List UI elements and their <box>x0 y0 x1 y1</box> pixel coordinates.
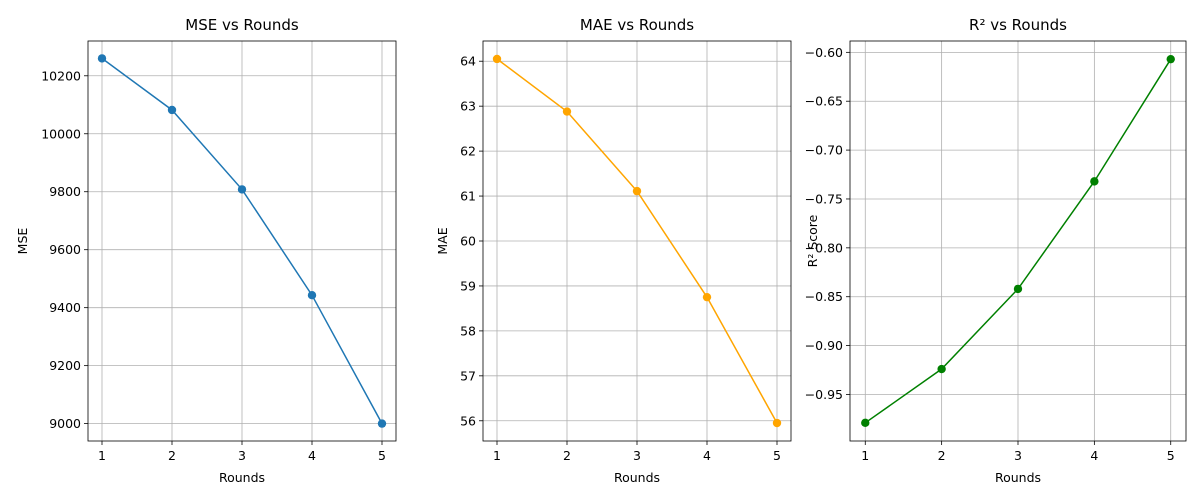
data-point <box>861 418 870 428</box>
data-point <box>492 54 502 64</box>
y-tick-label: −0.90 <box>805 338 843 353</box>
data-point <box>377 419 387 428</box>
data-point <box>1166 54 1175 64</box>
x-axis-label: Rounds <box>219 470 265 485</box>
y-axis-label: MAE <box>435 227 450 254</box>
y-tick-label: 10200 <box>41 68 81 83</box>
x-tick-label: 3 <box>1014 448 1022 463</box>
data-point <box>97 54 107 63</box>
y-tick-label: 60 <box>460 234 476 249</box>
y-tick-label: −0.75 <box>805 191 843 206</box>
y-tick-label: −0.95 <box>805 387 843 402</box>
y-tick-label: 9000 <box>49 416 81 431</box>
x-tick-label: 3 <box>633 448 641 463</box>
x-axis-label: Rounds <box>614 470 660 485</box>
y-tick-label: −0.85 <box>805 289 843 304</box>
x-tick-label: 2 <box>168 448 176 463</box>
y-tick-label: −0.60 <box>805 45 843 60</box>
data-point <box>307 291 317 300</box>
y-tick-label: 63 <box>460 99 476 114</box>
y-tick-label: 57 <box>460 368 476 383</box>
y-axis-label: MSE <box>15 228 30 255</box>
data-point <box>772 418 782 428</box>
data-point <box>632 186 642 196</box>
y-tick-label: 58 <box>460 323 476 338</box>
chart-1: 1 2 3 4 5 9000 9200 9400 9600 9800 10000 10200 MSE v… <box>15 16 397 485</box>
data-point <box>1090 177 1099 186</box>
y-tick-label: −0.65 <box>805 94 843 109</box>
y-tick-label: 64 <box>460 54 476 69</box>
y-tick-label: 62 <box>460 144 476 159</box>
y-tick-label: 10000 <box>41 126 81 141</box>
data-point <box>937 364 946 374</box>
y-tick-label: 9800 <box>49 184 81 199</box>
x-tick-label: 4 <box>703 448 711 463</box>
data-point <box>702 292 712 302</box>
chart-2: 1 2 3 4 5 56 57 58 59 60 61 62 63 64 MAE vs Rounds Roun… <box>435 16 792 485</box>
chart-title: MSE vs Rounds <box>185 16 299 34</box>
y-tick-label: 61 <box>460 189 476 204</box>
x-axis-label: Rounds <box>995 470 1041 485</box>
data-point <box>1013 284 1023 294</box>
x-tick-label: 2 <box>563 448 571 463</box>
y-axis-label: R² Score <box>805 214 820 267</box>
data-point <box>562 107 572 116</box>
x-tick-label: 1 <box>98 448 106 463</box>
x-tick-label: 5 <box>1167 448 1175 463</box>
y-tick-label: 9600 <box>49 242 81 257</box>
data-point <box>167 105 177 115</box>
x-tick-label: 2 <box>938 448 946 463</box>
y-tick-label: 56 <box>460 413 476 428</box>
data-point <box>237 185 247 194</box>
x-tick-label: 4 <box>308 448 316 463</box>
y-tick-label: 59 <box>460 278 476 293</box>
x-tick-label: 5 <box>378 448 386 463</box>
x-tick-label: 1 <box>493 448 501 463</box>
y-tick-label: 9400 <box>49 300 81 315</box>
chart-3: 1 2 3 4 5 −0.95 −0.90 −0.85 −0.80 −0.75 −0.70 −0.65… <box>805 16 1187 485</box>
chart-title: MAE vs Rounds <box>580 16 694 34</box>
y-tick-label: −0.70 <box>805 143 843 158</box>
x-tick-label: 1 <box>861 448 869 463</box>
y-tick-label: −0.80 <box>805 240 843 255</box>
y-tick-label: 9200 <box>49 358 81 373</box>
x-tick-label: 3 <box>238 448 246 463</box>
x-tick-label: 5 <box>773 448 781 463</box>
chart-title: R² vs Rounds <box>969 16 1067 34</box>
x-tick-label: 4 <box>1090 448 1098 463</box>
